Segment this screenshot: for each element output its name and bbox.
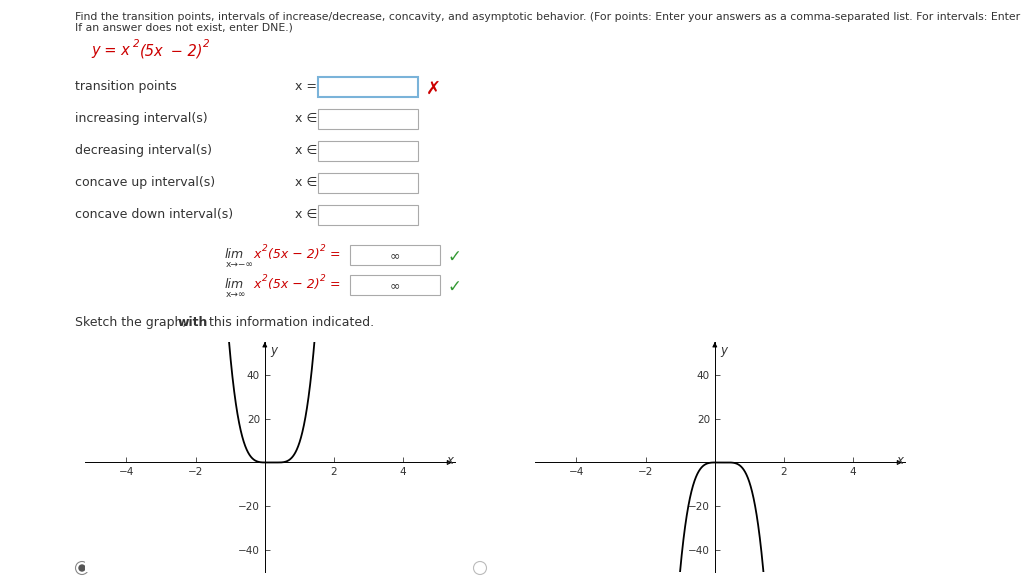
Text: y: y: [270, 344, 278, 357]
Text: 2: 2: [262, 244, 267, 253]
Text: x ∈: x ∈: [295, 176, 317, 189]
FancyBboxPatch shape: [350, 275, 440, 295]
Text: this information indicated.: this information indicated.: [205, 316, 374, 329]
Text: x: x: [446, 454, 454, 467]
Text: with: with: [178, 316, 208, 329]
Text: 2: 2: [203, 39, 210, 49]
Text: ✗: ✗: [426, 80, 441, 98]
Circle shape: [76, 562, 88, 574]
Text: x ∈: x ∈: [295, 112, 317, 125]
Text: =: =: [326, 248, 341, 261]
FancyBboxPatch shape: [318, 173, 418, 193]
Text: x→−∞: x→−∞: [226, 260, 254, 269]
Text: x ∈: x ∈: [295, 144, 317, 157]
Text: ∞: ∞: [390, 249, 400, 262]
Text: y = x: y = x: [91, 43, 130, 58]
FancyBboxPatch shape: [350, 245, 440, 265]
Text: (5x − 2): (5x − 2): [268, 278, 319, 291]
Text: If an answer does not exist, enter DNE.): If an answer does not exist, enter DNE.): [75, 23, 293, 33]
FancyBboxPatch shape: [318, 141, 418, 161]
Text: transition points: transition points: [75, 80, 177, 93]
Text: 2: 2: [319, 274, 326, 283]
Text: ✓: ✓: [449, 248, 462, 266]
Text: (5x: (5x: [140, 43, 164, 58]
Text: =: =: [326, 278, 341, 291]
Text: x: x: [253, 248, 260, 261]
Text: Sketch the graph,: Sketch the graph,: [75, 316, 190, 329]
Text: x =: x =: [295, 80, 317, 93]
FancyBboxPatch shape: [318, 77, 418, 97]
Text: lim: lim: [225, 278, 244, 291]
Text: Find the transition points, intervals of increase/decrease, concavity, and asymp: Find the transition points, intervals of…: [75, 12, 1024, 22]
Text: x ∈: x ∈: [295, 208, 317, 221]
Text: concave up interval(s): concave up interval(s): [75, 176, 215, 189]
Text: lim: lim: [225, 248, 244, 261]
Text: ✓: ✓: [449, 278, 462, 296]
Text: 2: 2: [133, 39, 139, 49]
Text: decreasing interval(s): decreasing interval(s): [75, 144, 212, 157]
Text: 2: 2: [319, 244, 326, 253]
Text: (5x − 2): (5x − 2): [268, 248, 319, 261]
Text: y: y: [720, 344, 727, 357]
Text: 2: 2: [262, 274, 267, 283]
FancyBboxPatch shape: [318, 205, 418, 225]
Circle shape: [79, 565, 85, 571]
Circle shape: [473, 562, 486, 574]
Text: increasing interval(s): increasing interval(s): [75, 112, 208, 125]
Text: − 2): − 2): [166, 43, 203, 58]
FancyBboxPatch shape: [318, 109, 418, 129]
Text: x→∞: x→∞: [226, 290, 247, 299]
Text: ∞: ∞: [390, 279, 400, 292]
Text: x: x: [253, 278, 260, 291]
Text: concave down interval(s): concave down interval(s): [75, 208, 233, 221]
Text: x: x: [896, 454, 903, 467]
